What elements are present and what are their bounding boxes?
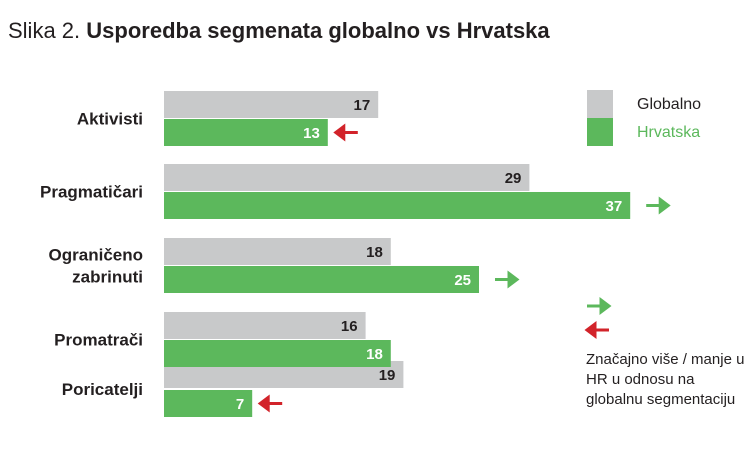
chart-title: Slika 2. Usporedba segmenata globalno vs… [8, 18, 550, 44]
bar-globalno [164, 91, 379, 118]
category-label: Pragmatičari [40, 183, 143, 202]
bar-globalno [164, 164, 530, 191]
arrow-right-green-icon [587, 297, 612, 315]
value-label-globalno: 18 [366, 244, 383, 261]
arrow-left-red-icon [333, 123, 358, 142]
value-label-globalno: 17 [354, 97, 371, 114]
category-label: Poricatelji [62, 380, 143, 399]
legend-label: Globalno [637, 96, 701, 113]
category-label: Ograničeno zabrinuti [49, 246, 143, 287]
title-main: Usporedba segmenata globalno vs Hrvatska [86, 18, 550, 43]
value-label-hrvatska: 25 [454, 272, 471, 289]
bar-hrvatska [164, 340, 391, 367]
legend-label: Hrvatska [637, 124, 700, 141]
arrow-right-green-icon [495, 270, 520, 289]
category-label: Promatrači [54, 331, 143, 350]
bar-globalno [164, 312, 366, 339]
title-prefix: Slika 2. [8, 18, 81, 43]
bar-hrvatska [164, 192, 631, 219]
value-label-globalno: 19 [379, 367, 396, 384]
bar-hrvatska [164, 119, 328, 146]
arrow-right-green-icon [646, 196, 671, 215]
value-label-hrvatska: 13 [303, 125, 320, 142]
legend-swatch [587, 90, 613, 118]
category-label: Aktivisti [77, 110, 143, 129]
significance-note: Značajno više / manje u HR u odnosu na g… [586, 351, 745, 408]
legend-swatch [587, 118, 613, 146]
bar-hrvatska [164, 390, 253, 417]
value-label-hrvatska: 7 [236, 396, 244, 413]
value-label-globalno: 16 [341, 318, 358, 335]
value-label-globalno: 29 [505, 170, 522, 187]
arrow-left-red-icon [584, 321, 609, 339]
bar-globalno [164, 238, 391, 265]
bar-hrvatska [164, 266, 479, 293]
value-label-hrvatska: 18 [366, 346, 383, 363]
arrow-left-red-icon [257, 394, 283, 413]
value-label-hrvatska: 37 [606, 198, 623, 215]
